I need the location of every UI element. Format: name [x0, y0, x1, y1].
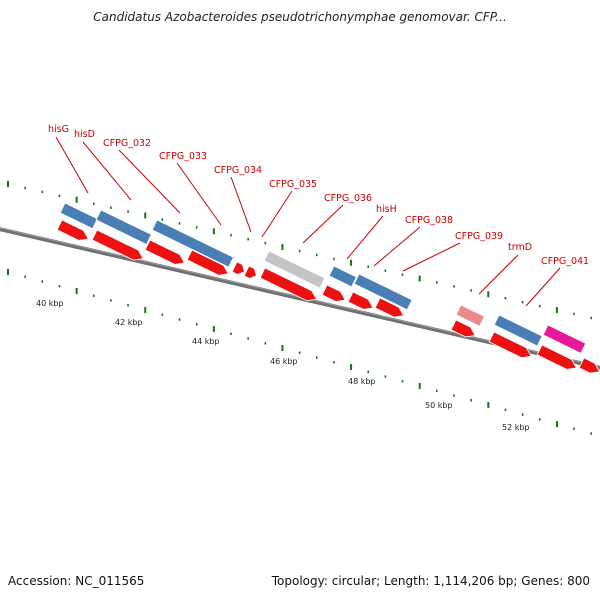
gene-label: CFPG_038 [405, 215, 453, 226]
cds-arrow [91, 229, 144, 261]
cds-arrow [536, 344, 578, 370]
accession-label: Accession: [8, 574, 72, 588]
gene-label: CFPG_041 [541, 256, 589, 267]
gene-label: CFPG_032 [103, 138, 151, 149]
callout-line [373, 226, 421, 267]
gene-CFPG_035 [263, 250, 326, 289]
cds-arrow [374, 297, 405, 318]
feature-tracks [56, 202, 600, 374]
gene-label: hisH [376, 204, 397, 215]
topology-value: circular; [331, 574, 381, 588]
callout-line [82, 141, 132, 201]
ruler-label: 40 kbp [36, 299, 64, 308]
cds-arrow [321, 284, 346, 302]
cds-arrow [56, 219, 89, 241]
accession-value: NC_011565 [75, 574, 145, 588]
gene-label: CFPG_039 [455, 231, 503, 242]
gene-trmD [493, 314, 543, 347]
gene-label: CFPG_036 [324, 193, 372, 204]
callout-line [478, 254, 519, 295]
ruler-label: 50 kbp [425, 401, 453, 410]
length-label: Length: [384, 574, 430, 588]
cds-arrow [259, 267, 318, 302]
cds-arrow [450, 319, 476, 338]
gene-CFPG_032 [151, 219, 234, 268]
gene-label: trmD [508, 242, 532, 253]
gene-hisH [353, 273, 413, 311]
ruler-label: 48 kbp [348, 377, 376, 386]
gene-CFPG_041 [542, 324, 587, 354]
gene-hisD [95, 209, 152, 245]
cds-arrow [347, 291, 374, 310]
gene-label: CFPG_033 [159, 151, 207, 162]
genome-title: Candidatus Azobacteroides pseudotrichony… [93, 10, 507, 24]
gene-label-callouts: hisG hisD CFPG_032 CFPG_033 CFPG_034 CFPG_035… [48, 124, 589, 307]
gene-CFPG_036 [328, 265, 358, 288]
callout-line [525, 267, 561, 307]
gene-label: hisD [74, 129, 95, 140]
ruler-label: 42 kbp [115, 318, 143, 327]
length-value: 1,114,206 bp; [433, 574, 518, 588]
callout-line [118, 149, 181, 214]
cds-arrow [488, 331, 532, 359]
cds-arrow [186, 249, 229, 276]
accession-footer: Accession: NC_011565 [8, 574, 144, 588]
ruler-label: 52 kbp [502, 423, 530, 432]
ruler-labels: 40 kbp 42 kbp 44 kbp 46 kbp 48 kbp 50 kbp 52 k… [36, 299, 530, 432]
callout-line [55, 136, 89, 194]
callout-line [346, 215, 384, 260]
topology-label: Topology: [271, 574, 328, 588]
callout-line [402, 242, 461, 272]
gene-CFPG_039 [455, 304, 485, 327]
callout-line [230, 176, 252, 233]
cds-arrow [144, 239, 186, 265]
genes-label: Genes: [521, 574, 564, 588]
ruler-ticks [7, 181, 593, 435]
callout-line [176, 162, 222, 226]
ruler-label: 44 kbp [192, 337, 220, 346]
callout-line [302, 204, 344, 244]
callout-line [261, 190, 293, 238]
gene-label: CFPG_034 [214, 165, 262, 176]
gene-hisG [59, 202, 98, 230]
gene-label: hisG [48, 124, 69, 135]
cds-arrow [578, 357, 600, 374]
ruler-label: 46 kbp [270, 357, 298, 366]
genes-value: 800 [567, 574, 590, 588]
cds-arrow [231, 261, 245, 275]
genome-stats-footer: Topology: circular; Length: 1,114,206 bp… [272, 574, 590, 588]
cds-arrow [243, 265, 257, 279]
gene-label: CFPG_035 [269, 179, 317, 190]
